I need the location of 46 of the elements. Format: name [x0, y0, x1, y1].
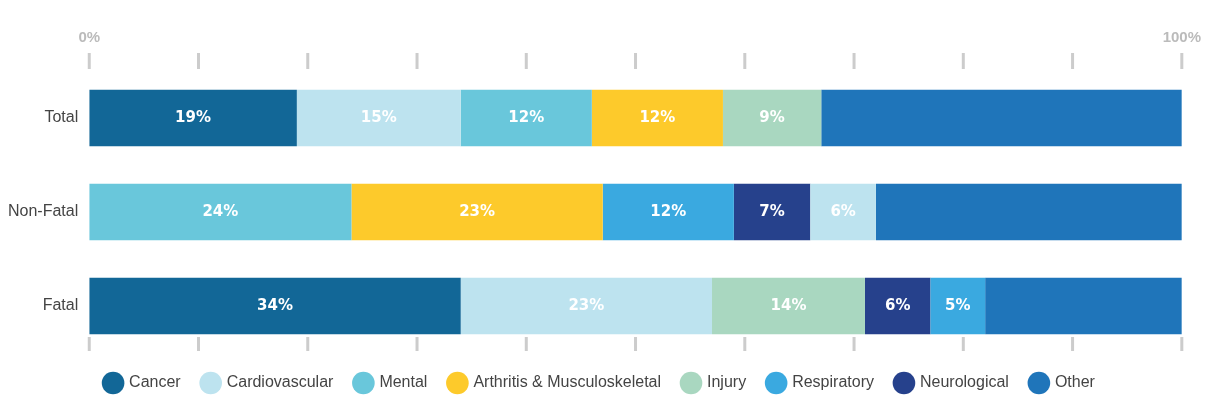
- bar: [875, 183, 1182, 241]
- bar: [930, 277, 986, 335]
- legend-label: Cancer: [129, 373, 182, 391]
- bar: [810, 183, 876, 241]
- legend-label: Cardiovascular: [226, 373, 335, 391]
- bar: [89, 183, 352, 241]
- bar: [712, 277, 865, 335]
- bar: [985, 277, 1182, 335]
- legend-label: Respiratory: [792, 373, 874, 391]
- bar: [296, 89, 461, 147]
- y-tick-label: Fatal: [42, 296, 79, 314]
- data-label: 12%: [639, 107, 676, 126]
- y-tick-label: Total: [44, 108, 79, 126]
- legend-label: Neurological: [919, 373, 1009, 391]
- data-label: 15%: [360, 107, 397, 126]
- bar: [89, 89, 297, 147]
- bar: [821, 89, 1182, 147]
- bar: [733, 183, 811, 241]
- x-tick-label: 100%: [1162, 28, 1202, 46]
- bar: [460, 89, 592, 147]
- data-label: 7%: [759, 201, 785, 220]
- bar: [460, 277, 713, 335]
- bar: [602, 183, 734, 241]
- y-tick-label: Non-Fatal: [8, 202, 79, 220]
- data-label: 23%: [568, 295, 605, 314]
- x-tick-label: 0%: [78, 28, 101, 46]
- legend-label: Other: [1054, 373, 1096, 391]
- data-label: 14%: [770, 295, 807, 314]
- data-label: 5%: [945, 295, 971, 314]
- data-label: 12%: [650, 201, 687, 220]
- bar: [722, 89, 822, 147]
- bar: [89, 277, 461, 335]
- data-label: 9%: [759, 107, 785, 126]
- bar: [591, 89, 723, 147]
- data-label: 24%: [202, 201, 239, 220]
- bar: [864, 277, 931, 335]
- data-label: 6%: [830, 201, 856, 220]
- data-label: 12%: [508, 107, 545, 126]
- bar: [351, 183, 603, 241]
- data-label: 23%: [459, 201, 496, 220]
- data-label: 19%: [175, 107, 211, 126]
- data-label: 6%: [885, 295, 911, 314]
- legend-label: Injury: [707, 373, 747, 391]
- legend-label: Arthritis & Musculoskeletal: [473, 373, 662, 391]
- legend-label: Mental: [379, 373, 428, 391]
- data-label: 34%: [257, 295, 293, 314]
